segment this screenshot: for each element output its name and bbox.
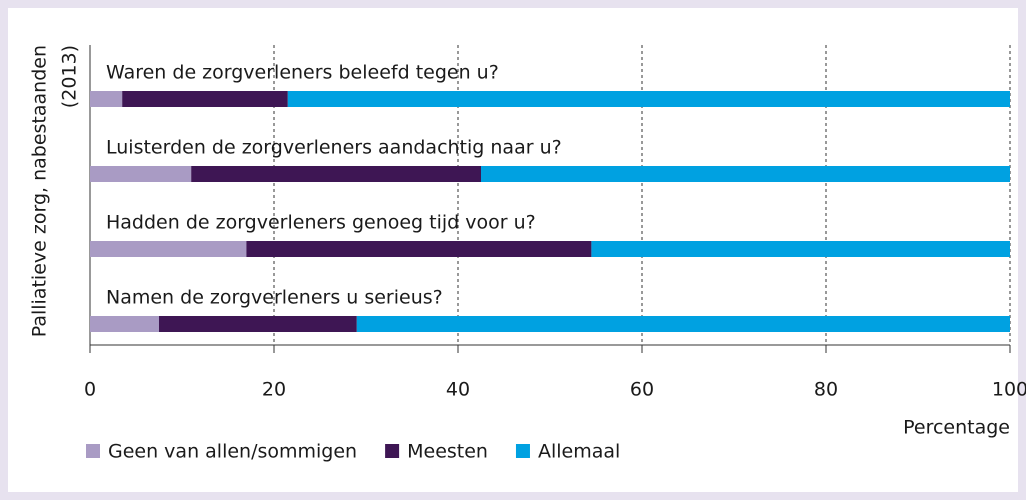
category-label: Waren de zorgverleners beleefd tegen u? bbox=[106, 62, 499, 84]
legend-swatch bbox=[86, 444, 100, 458]
x-tick-label: 80 bbox=[814, 379, 838, 401]
x-tick-label: 0 bbox=[84, 379, 96, 401]
legend-label: Meesten bbox=[407, 441, 488, 463]
legend-swatch bbox=[385, 444, 400, 458]
bar-segment bbox=[90, 316, 159, 332]
category-label: Hadden de zorgverleners genoeg tijd voor… bbox=[106, 212, 536, 234]
bar-segment bbox=[356, 316, 1010, 332]
bar-segment bbox=[90, 166, 192, 182]
x-tick-label: 100 bbox=[992, 379, 1026, 401]
bar-segment bbox=[246, 241, 592, 257]
x-axis-label: Percentage bbox=[903, 417, 1010, 439]
category-label: Namen de zorgverleners u serieus? bbox=[106, 287, 443, 309]
bar-segment bbox=[90, 91, 123, 107]
bar-segment bbox=[122, 91, 288, 107]
bar-segment bbox=[159, 316, 357, 332]
legend-swatch bbox=[515, 444, 530, 458]
bar-segment bbox=[191, 166, 481, 182]
x-tick-label: 60 bbox=[630, 379, 654, 401]
bar-segment bbox=[591, 241, 1010, 257]
bar-segment bbox=[90, 241, 247, 257]
legend-label: Allemaal bbox=[538, 441, 620, 463]
bar-segment bbox=[481, 166, 1010, 182]
legend-label: Geen van allen/sommigen bbox=[108, 441, 357, 463]
x-tick-label: 20 bbox=[262, 379, 286, 401]
x-tick-label: 40 bbox=[446, 379, 470, 401]
bar-segment bbox=[287, 91, 1010, 107]
category-label: Luisterden de zorgverleners aandachtig n… bbox=[106, 137, 562, 159]
y-axis-label: Palliatieve zorg, nabestaanden bbox=[29, 45, 51, 337]
y-axis-label: (2013) bbox=[59, 45, 81, 108]
